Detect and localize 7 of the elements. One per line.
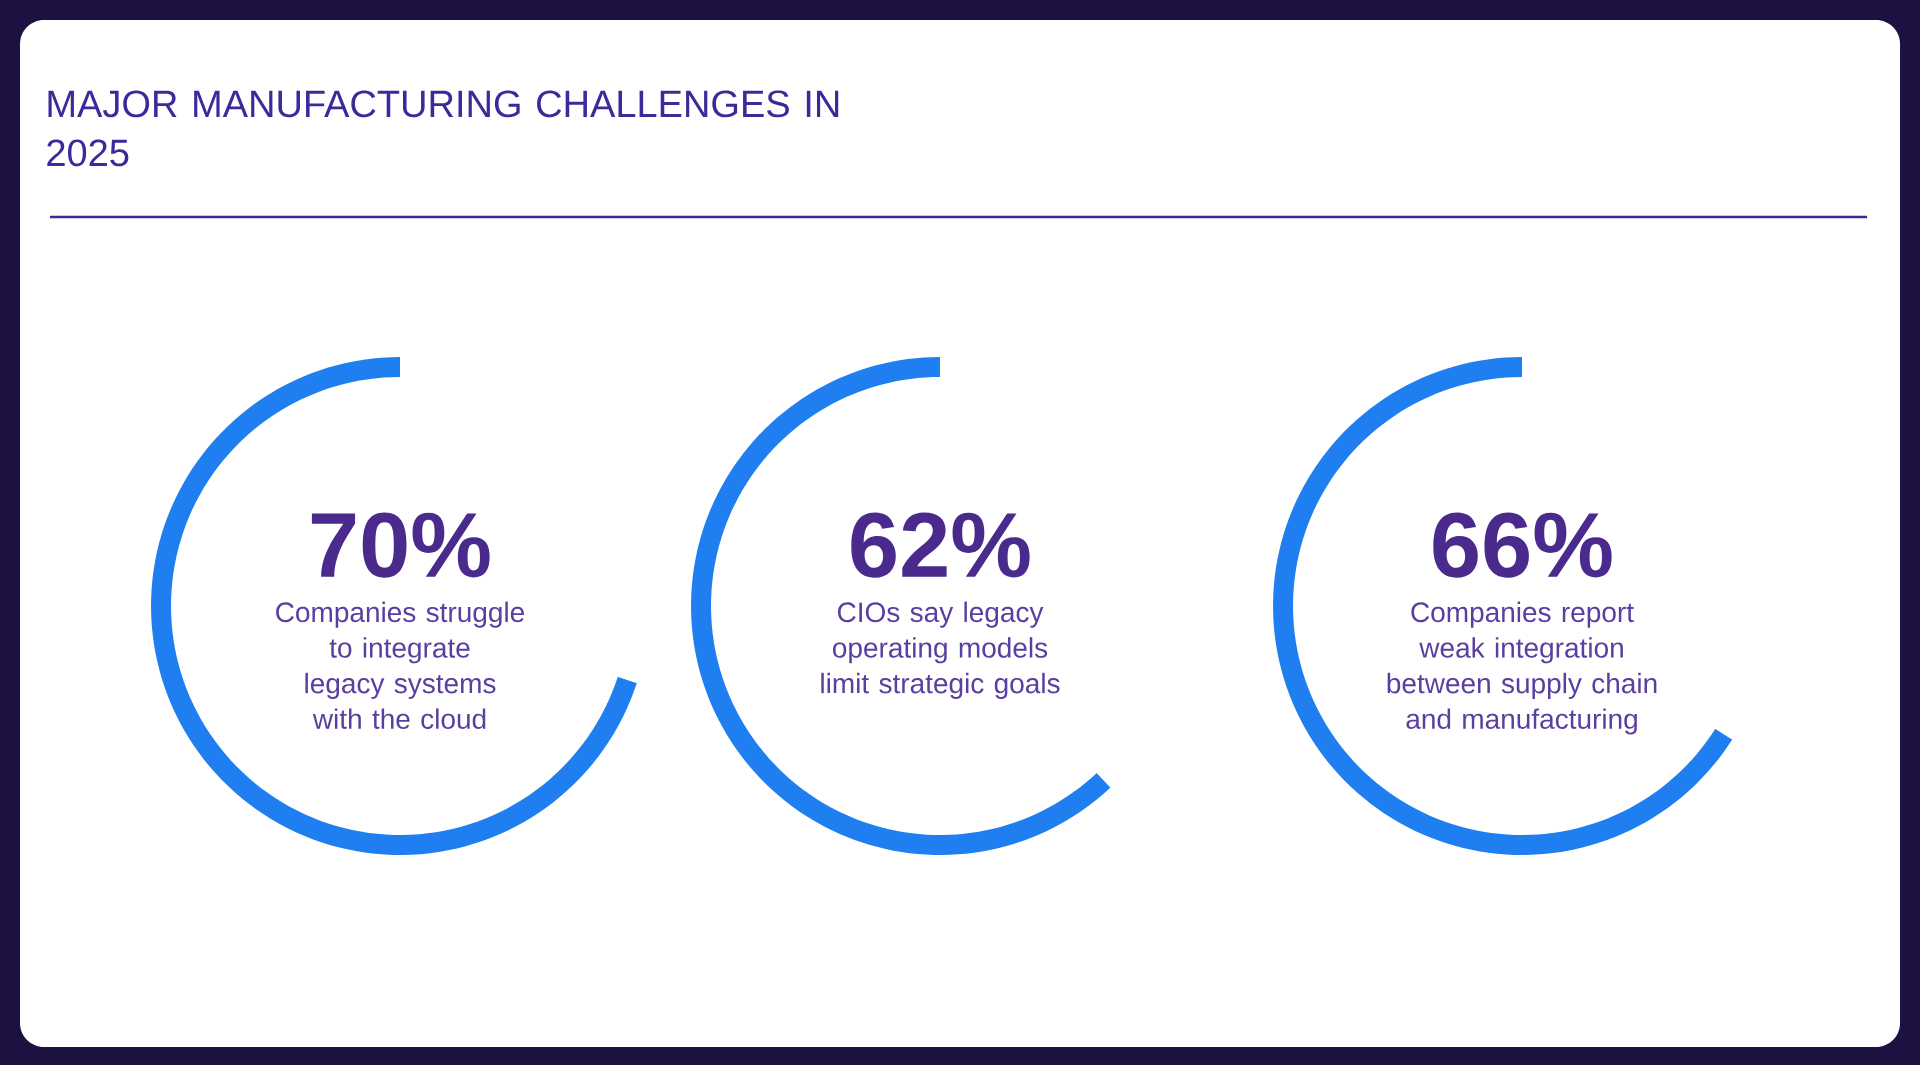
slice-label: Companies struggle to integrate legacy systems with the cloud xyxy=(276,601,524,729)
slice-label: Companies report weak integration between supply chain and manufacturing xyxy=(1387,601,1657,735)
data-label: 66% xyxy=(1433,512,1612,578)
slice-label: CIOs say legacy operating models limit strategic goals xyxy=(821,601,1060,699)
data-label: 70% xyxy=(311,512,490,578)
data-label: 62% xyxy=(851,512,1030,578)
chart-title: MAJOR MANUFACTURING CHALLENGES IN 2025 xyxy=(47,90,839,167)
